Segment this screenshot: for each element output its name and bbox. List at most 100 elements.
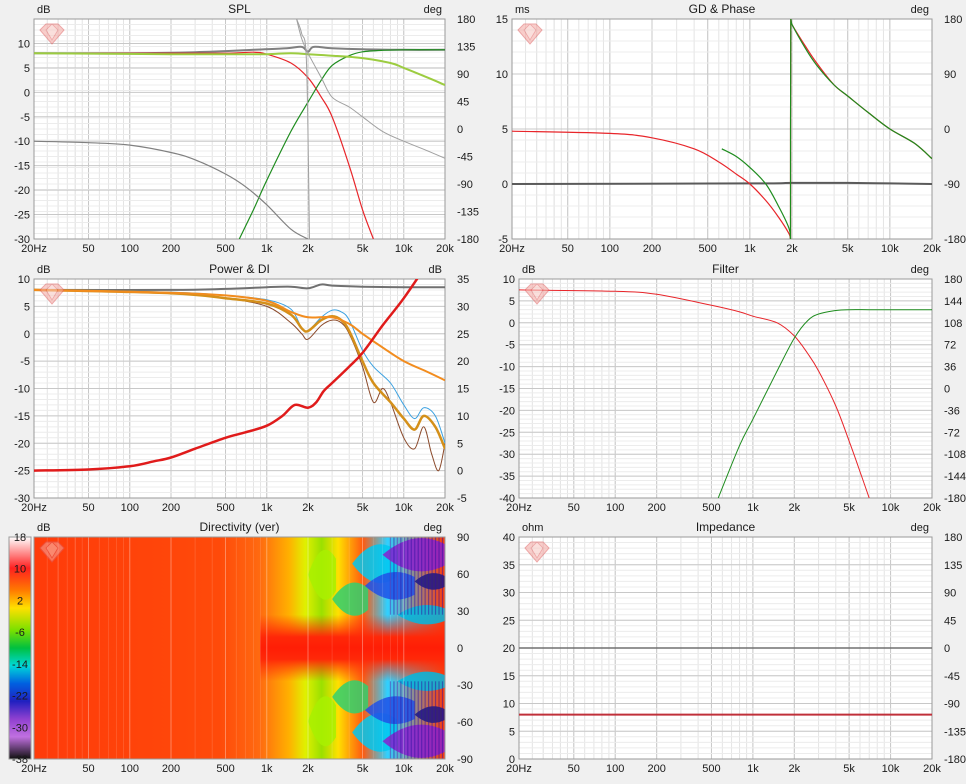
y2-tick-label: -90 bbox=[457, 179, 473, 191]
y-tick-label: -30 bbox=[499, 449, 515, 461]
x-tick-label: 20Hz bbox=[21, 243, 47, 255]
x-tick-label: 2k bbox=[789, 763, 801, 775]
y-tick-label: 0 bbox=[502, 179, 508, 191]
y-tick-label: 10 bbox=[503, 699, 515, 711]
y-tick-label: 30 bbox=[503, 588, 515, 600]
series-line-5 bbox=[789, 19, 932, 239]
x-tick-label: 10k bbox=[395, 243, 413, 255]
y2-tick-label: -108 bbox=[944, 449, 966, 461]
y-tick-label: -5 bbox=[20, 112, 30, 124]
y2-tick-label: 108 bbox=[944, 318, 962, 330]
x-tick-label: 20Hz bbox=[499, 243, 525, 255]
x-tick-label: 20k bbox=[923, 763, 941, 775]
series-line-1 bbox=[512, 181, 932, 185]
y-tick-label: 5 bbox=[502, 124, 508, 136]
y-tick-label: 10 bbox=[18, 38, 30, 50]
y-tick-label: 35 bbox=[503, 560, 515, 572]
y-axis-unit-right: deg bbox=[911, 522, 929, 534]
y2-tick-label: -180 bbox=[944, 234, 966, 246]
colorbar-label: -6 bbox=[15, 627, 25, 639]
series-group bbox=[34, 279, 445, 472]
y-tick-label: 10 bbox=[503, 274, 515, 286]
y2-tick-label: -90 bbox=[457, 754, 473, 766]
colorbar-label: -14 bbox=[12, 659, 28, 671]
x-tick-label: 20Hz bbox=[506, 502, 532, 514]
y-tick-label: 5 bbox=[24, 301, 30, 313]
vituixcad-logo-icon bbox=[517, 23, 543, 45]
y-tick-label: -10 bbox=[499, 362, 515, 374]
x-tick-label: 100 bbox=[601, 243, 619, 255]
x-tick-label: 50 bbox=[562, 243, 574, 255]
x-tick-label: 500 bbox=[216, 243, 234, 255]
chart-title: Impedance bbox=[696, 520, 756, 534]
x-tick-label: 50 bbox=[82, 763, 94, 775]
y-tick-label: -5 bbox=[505, 340, 515, 352]
y2-tick-label: -135 bbox=[457, 207, 479, 219]
y2-tick-label: 0 bbox=[457, 643, 463, 655]
series-line-2 bbox=[717, 309, 932, 498]
series-line-1 bbox=[519, 289, 870, 498]
x-tick-label: 5k bbox=[357, 763, 369, 775]
y-tick-label: -40 bbox=[499, 493, 515, 505]
y2-tick-label: 30 bbox=[457, 301, 469, 313]
y-axis-unit-right: deg bbox=[911, 264, 929, 276]
y-tick-label: -25 bbox=[499, 427, 515, 439]
y2-tick-label: -144 bbox=[944, 471, 966, 483]
y-tick-label: 5 bbox=[509, 296, 515, 308]
y2-tick-label: 36 bbox=[944, 362, 956, 374]
x-tick-label: 100 bbox=[606, 502, 624, 514]
colorbar-label: -38 bbox=[12, 754, 28, 766]
vituixcad-logo-icon bbox=[524, 541, 550, 563]
y2-tick-label: -90 bbox=[944, 179, 960, 191]
colorbar-label: -22 bbox=[12, 691, 28, 703]
x-tick-label: 5k bbox=[843, 763, 855, 775]
series-line-7 bbox=[34, 140, 309, 239]
x-tick-label: 200 bbox=[647, 502, 665, 514]
y-tick-label: -5 bbox=[20, 356, 30, 368]
y2-tick-label: 0 bbox=[457, 466, 463, 478]
y-tick-label: 20 bbox=[503, 643, 515, 655]
x-tick-label: 200 bbox=[643, 243, 661, 255]
x-tick-label: 50 bbox=[82, 243, 94, 255]
vituixcad-logo-icon bbox=[524, 283, 550, 305]
directivity-lobe bbox=[364, 696, 415, 725]
chart-directivity: 18 10 2 -6 -14 -22 -30 -38 Directivity (ver) dB de… bbox=[8, 520, 473, 775]
x-tick-label: 1k bbox=[261, 243, 273, 255]
y-tick-label: 5 bbox=[24, 63, 30, 75]
chart-title: Power & DI bbox=[209, 262, 270, 276]
colorbar-label: 2 bbox=[17, 595, 23, 607]
y2-tick-label: -45 bbox=[457, 152, 473, 164]
directivity-lobe bbox=[332, 582, 369, 616]
y-tick-label: 0 bbox=[24, 87, 30, 99]
x-tick-label: 10k bbox=[395, 502, 413, 514]
y2-tick-label: 0 bbox=[944, 643, 950, 655]
x-tick-label: 200 bbox=[162, 502, 180, 514]
y2-tick-label: 45 bbox=[944, 615, 956, 627]
y-tick-label: 15 bbox=[496, 14, 508, 26]
y-tick-label: -15 bbox=[14, 161, 30, 173]
directivity-lobe bbox=[308, 549, 336, 600]
x-tick-label: 5k bbox=[357, 243, 369, 255]
y-axis-unit-left: dB bbox=[522, 264, 535, 276]
x-tick-label: 20k bbox=[436, 763, 454, 775]
y-tick-label: -15 bbox=[499, 384, 515, 396]
x-tick-label: 50 bbox=[568, 763, 580, 775]
series-line-6 bbox=[34, 279, 419, 472]
y-tick-label: -15 bbox=[14, 411, 30, 423]
series-line-4 bbox=[34, 52, 445, 86]
series-line-2 bbox=[512, 130, 792, 239]
colorbar-label: 10 bbox=[14, 564, 26, 576]
y-axis-unit-right: deg bbox=[911, 4, 929, 16]
series-group bbox=[512, 19, 932, 239]
y-tick-label: 0 bbox=[24, 329, 30, 341]
y2-tick-label: -135 bbox=[944, 726, 966, 738]
y2-tick-label: 135 bbox=[457, 42, 475, 54]
x-tick-label: 50 bbox=[82, 502, 94, 514]
x-tick-label: 500 bbox=[702, 763, 720, 775]
x-tick-label: 500 bbox=[216, 763, 234, 775]
y-tick-label: -20 bbox=[14, 185, 30, 197]
colorbar-label: -30 bbox=[12, 722, 28, 734]
